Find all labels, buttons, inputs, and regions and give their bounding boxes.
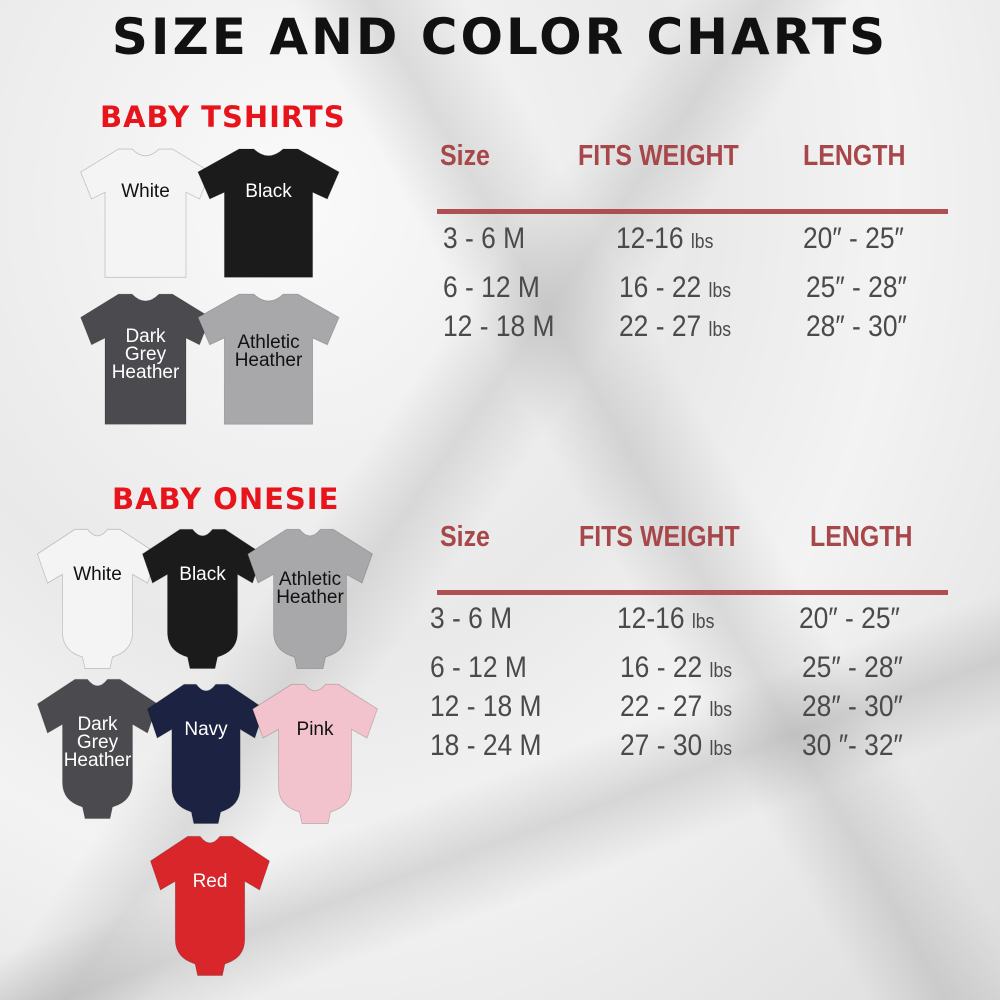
weight-value: 12-16 xyxy=(617,602,685,635)
color-label: Navy xyxy=(184,718,228,740)
tshirt-icon xyxy=(80,293,211,425)
header-weight: FITS WEIGHT xyxy=(579,521,740,553)
weight-value: 16 - 22 xyxy=(619,271,702,304)
header-divider xyxy=(437,209,948,214)
color-label: Athletic Heather xyxy=(276,569,344,609)
weight-value: 22 - 27 xyxy=(619,310,702,343)
weight-unit: lbs xyxy=(708,280,732,302)
header-weight: FITS WEIGHT xyxy=(578,140,739,172)
onesie-icon xyxy=(37,678,158,819)
weight-value: 22 - 27 xyxy=(620,690,703,723)
weight-unit: lbs xyxy=(690,231,714,253)
onesie-icon xyxy=(142,528,263,669)
color-label: White xyxy=(73,563,122,585)
weight-cell: 22 - 27 lbs xyxy=(620,690,732,724)
weight-unit: lbs xyxy=(691,611,715,633)
size-cell: 12 - 18 M xyxy=(443,310,555,343)
tshirt-swatch: White xyxy=(78,145,213,280)
weight-unit: lbs xyxy=(709,699,733,721)
header-length: LENGTH xyxy=(803,140,906,172)
length-cell: 25″ - 28″ xyxy=(806,271,907,304)
weight-value: 12-16 xyxy=(616,222,684,255)
weight-cell: 27 - 30 lbs xyxy=(620,729,732,763)
size-cell: 3 - 6 M xyxy=(430,602,513,635)
weight-unit: lbs xyxy=(708,319,732,341)
size-cell: 6 - 12 M xyxy=(443,271,540,304)
header-length: LENGTH xyxy=(810,521,913,553)
onesie-swatch: White xyxy=(35,525,160,670)
onesie-swatch: Black xyxy=(140,525,265,670)
color-label: Black xyxy=(245,180,292,202)
color-label: Dark Grey Heather xyxy=(63,713,132,771)
color-label: White xyxy=(121,180,170,202)
color-label: Red xyxy=(192,870,228,892)
color-label: Dark Grey Heather xyxy=(111,326,180,384)
onesie-swatch: Navy xyxy=(145,680,267,825)
onesie-swatch: Pink xyxy=(250,680,380,825)
tshirt-icon xyxy=(197,293,340,425)
onesie-icon xyxy=(146,683,266,824)
tshirt-swatch: Black xyxy=(195,145,342,280)
tshirt-swatch: Dark Grey Heather xyxy=(78,290,213,427)
onesies-heading: BABY ONESIE xyxy=(112,482,340,516)
tshirt-icon xyxy=(80,148,211,278)
length-cell: 20″ - 25″ xyxy=(799,602,900,635)
length-cell: 25″ - 28″ xyxy=(802,651,903,684)
length-cell: 28″ - 30″ xyxy=(806,310,907,343)
weight-cell: 12-16 lbs xyxy=(617,602,714,636)
weight-unit: lbs xyxy=(709,738,733,760)
weight-cell: 22 - 27 lbs xyxy=(619,310,731,344)
tshirt-swatch: Athletic Heather xyxy=(195,290,342,427)
color-label: Pink xyxy=(296,718,334,740)
weight-cell: 12-16 lbs xyxy=(616,222,713,256)
weight-value: 16 - 22 xyxy=(620,651,703,684)
onesie-icon xyxy=(252,683,378,824)
header-divider xyxy=(437,590,948,595)
size-cell: 6 - 12 M xyxy=(430,651,527,684)
weight-unit: lbs xyxy=(709,660,733,682)
onesie-swatch: Dark Grey Heather xyxy=(35,675,160,820)
length-cell: 28″ - 30″ xyxy=(802,690,903,723)
length-cell: 30 ″- 32″ xyxy=(802,729,903,762)
onesie-icon xyxy=(247,528,373,669)
color-label: Black xyxy=(179,563,226,585)
tshirts-heading: BABY TSHIRTS xyxy=(100,100,346,134)
onesie-icon xyxy=(150,835,270,976)
onesie-swatch: Red xyxy=(148,832,272,977)
tshirt-icon xyxy=(197,148,340,278)
weight-cell: 16 - 22 lbs xyxy=(619,271,731,305)
color-label: Athletic Heather xyxy=(234,331,303,371)
size-cell: 18 - 24 M xyxy=(430,729,542,762)
onesie-icon xyxy=(37,528,158,669)
header-size: Size xyxy=(440,521,490,553)
weight-value: 27 - 30 xyxy=(620,729,703,762)
header-size: Size xyxy=(440,140,490,172)
weight-cell: 16 - 22 lbs xyxy=(620,651,732,685)
page-title: SIZE AND COLOR CHARTS xyxy=(111,8,889,66)
size-cell: 12 - 18 M xyxy=(430,690,542,723)
size-cell: 3 - 6 M xyxy=(443,222,526,255)
length-cell: 20″ - 25″ xyxy=(803,222,904,255)
onesie-swatch: Athletic Heather xyxy=(245,525,375,670)
